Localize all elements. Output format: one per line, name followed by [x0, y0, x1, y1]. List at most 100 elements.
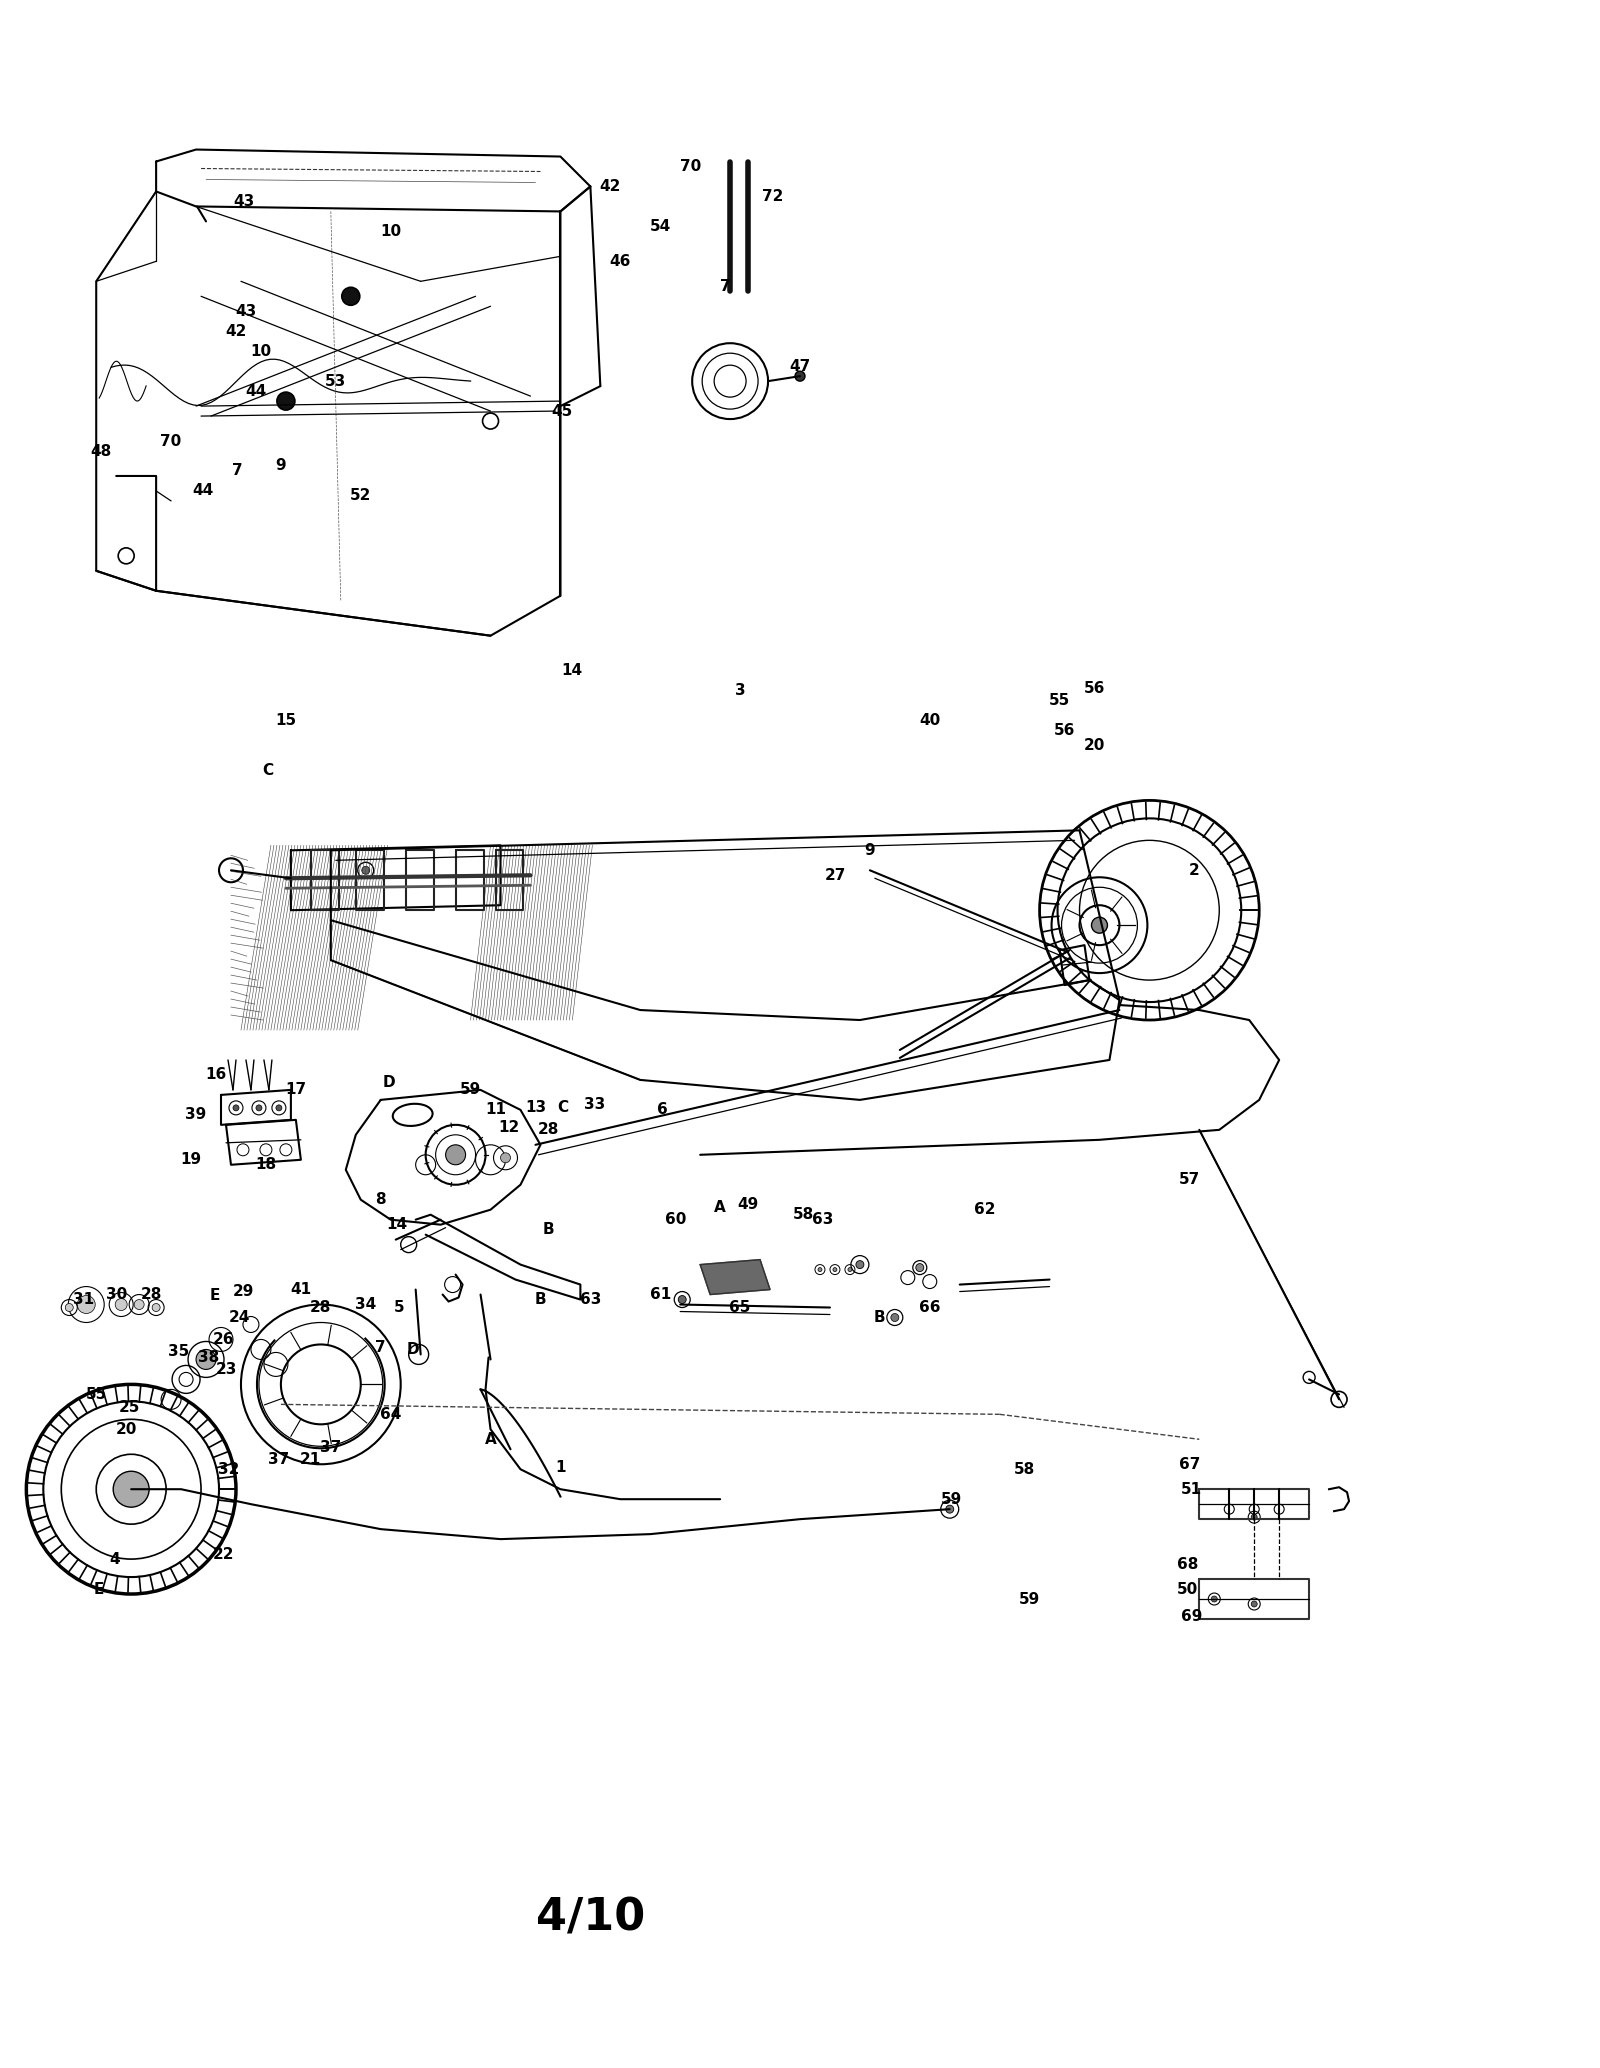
Circle shape — [795, 370, 805, 381]
Circle shape — [66, 1303, 74, 1311]
Text: D: D — [382, 1075, 395, 1090]
Text: 28: 28 — [310, 1301, 331, 1315]
Text: 56: 56 — [1054, 724, 1075, 738]
Text: 49: 49 — [738, 1197, 758, 1212]
Text: 48: 48 — [91, 443, 112, 459]
Text: 9: 9 — [275, 459, 286, 474]
Text: 72: 72 — [762, 188, 784, 205]
Text: 46: 46 — [610, 254, 630, 269]
Text: 44: 44 — [245, 385, 267, 399]
Text: 13: 13 — [525, 1100, 546, 1115]
Text: 7: 7 — [376, 1340, 386, 1355]
Text: 53: 53 — [325, 374, 347, 389]
Text: 34: 34 — [355, 1297, 376, 1311]
Text: 7: 7 — [720, 279, 731, 294]
Text: 29: 29 — [232, 1284, 254, 1299]
Text: E: E — [94, 1582, 104, 1596]
Text: A: A — [485, 1431, 496, 1448]
Text: 22: 22 — [213, 1547, 234, 1561]
Circle shape — [678, 1295, 686, 1303]
Text: 43: 43 — [235, 304, 256, 318]
Text: 11: 11 — [485, 1102, 506, 1117]
Text: 18: 18 — [256, 1158, 277, 1173]
Text: B: B — [542, 1222, 554, 1237]
Text: 55: 55 — [85, 1388, 107, 1402]
Text: 55: 55 — [1050, 693, 1070, 707]
Text: 65: 65 — [730, 1301, 750, 1315]
Polygon shape — [701, 1259, 770, 1295]
Text: 64: 64 — [381, 1406, 402, 1423]
Text: 67: 67 — [1179, 1456, 1200, 1472]
Text: 37: 37 — [320, 1439, 341, 1454]
Text: 20: 20 — [115, 1423, 138, 1437]
Text: D: D — [406, 1342, 419, 1357]
Text: 40: 40 — [918, 713, 941, 728]
Circle shape — [114, 1470, 149, 1508]
Text: 57: 57 — [1179, 1173, 1200, 1187]
Text: A: A — [714, 1199, 726, 1216]
Text: 70: 70 — [680, 159, 701, 174]
Text: 16: 16 — [205, 1067, 227, 1082]
Circle shape — [818, 1268, 822, 1272]
Circle shape — [77, 1295, 96, 1313]
Text: 28: 28 — [538, 1123, 558, 1137]
Text: 9: 9 — [864, 844, 875, 858]
Text: 43: 43 — [234, 194, 254, 209]
Text: 59: 59 — [941, 1491, 962, 1508]
Text: 17: 17 — [285, 1082, 307, 1098]
Circle shape — [115, 1299, 126, 1311]
Circle shape — [446, 1146, 466, 1164]
Text: 54: 54 — [650, 219, 670, 234]
Circle shape — [277, 393, 294, 409]
Text: 3: 3 — [734, 682, 746, 699]
Circle shape — [1091, 918, 1107, 933]
Text: 19: 19 — [181, 1152, 202, 1166]
Text: 5: 5 — [394, 1301, 405, 1315]
Text: C: C — [262, 763, 274, 778]
Text: 10: 10 — [250, 343, 272, 358]
Text: 59: 59 — [459, 1082, 482, 1098]
Circle shape — [891, 1313, 899, 1321]
Text: 20: 20 — [1083, 738, 1106, 753]
Text: 26: 26 — [213, 1332, 234, 1346]
Circle shape — [856, 1261, 864, 1268]
Text: 44: 44 — [192, 484, 214, 498]
Text: 14: 14 — [562, 664, 582, 678]
Text: 45: 45 — [552, 403, 573, 418]
Circle shape — [362, 866, 370, 875]
Circle shape — [1251, 1601, 1258, 1607]
Text: 51: 51 — [1181, 1481, 1202, 1497]
Text: 23: 23 — [216, 1363, 237, 1377]
Text: 42: 42 — [226, 325, 246, 339]
Circle shape — [1211, 1596, 1218, 1603]
Text: 27: 27 — [824, 869, 846, 883]
Text: 33: 33 — [584, 1098, 605, 1113]
Circle shape — [342, 287, 360, 306]
Text: 38: 38 — [198, 1350, 219, 1365]
Text: 15: 15 — [275, 713, 296, 728]
Text: 47: 47 — [789, 358, 811, 374]
Text: B: B — [874, 1309, 886, 1326]
Text: C: C — [557, 1100, 568, 1115]
Text: 69: 69 — [1181, 1609, 1202, 1625]
Text: 63: 63 — [579, 1292, 602, 1307]
Text: 58: 58 — [1014, 1462, 1035, 1477]
Text: 32: 32 — [218, 1462, 240, 1477]
Circle shape — [134, 1299, 144, 1309]
Text: 61: 61 — [650, 1286, 670, 1303]
Circle shape — [946, 1506, 954, 1514]
Text: 28: 28 — [141, 1286, 162, 1303]
Text: 25: 25 — [118, 1400, 139, 1415]
Text: 12: 12 — [498, 1121, 518, 1135]
Text: 58: 58 — [792, 1208, 814, 1222]
Text: 50: 50 — [1176, 1582, 1198, 1596]
Text: 8: 8 — [376, 1193, 386, 1208]
Text: 62: 62 — [974, 1202, 995, 1218]
Text: 60: 60 — [664, 1212, 686, 1226]
Circle shape — [275, 1104, 282, 1111]
Circle shape — [1251, 1514, 1258, 1520]
Circle shape — [834, 1268, 837, 1272]
Text: 63: 63 — [813, 1212, 834, 1226]
Circle shape — [197, 1350, 216, 1369]
Text: 1: 1 — [555, 1460, 566, 1474]
